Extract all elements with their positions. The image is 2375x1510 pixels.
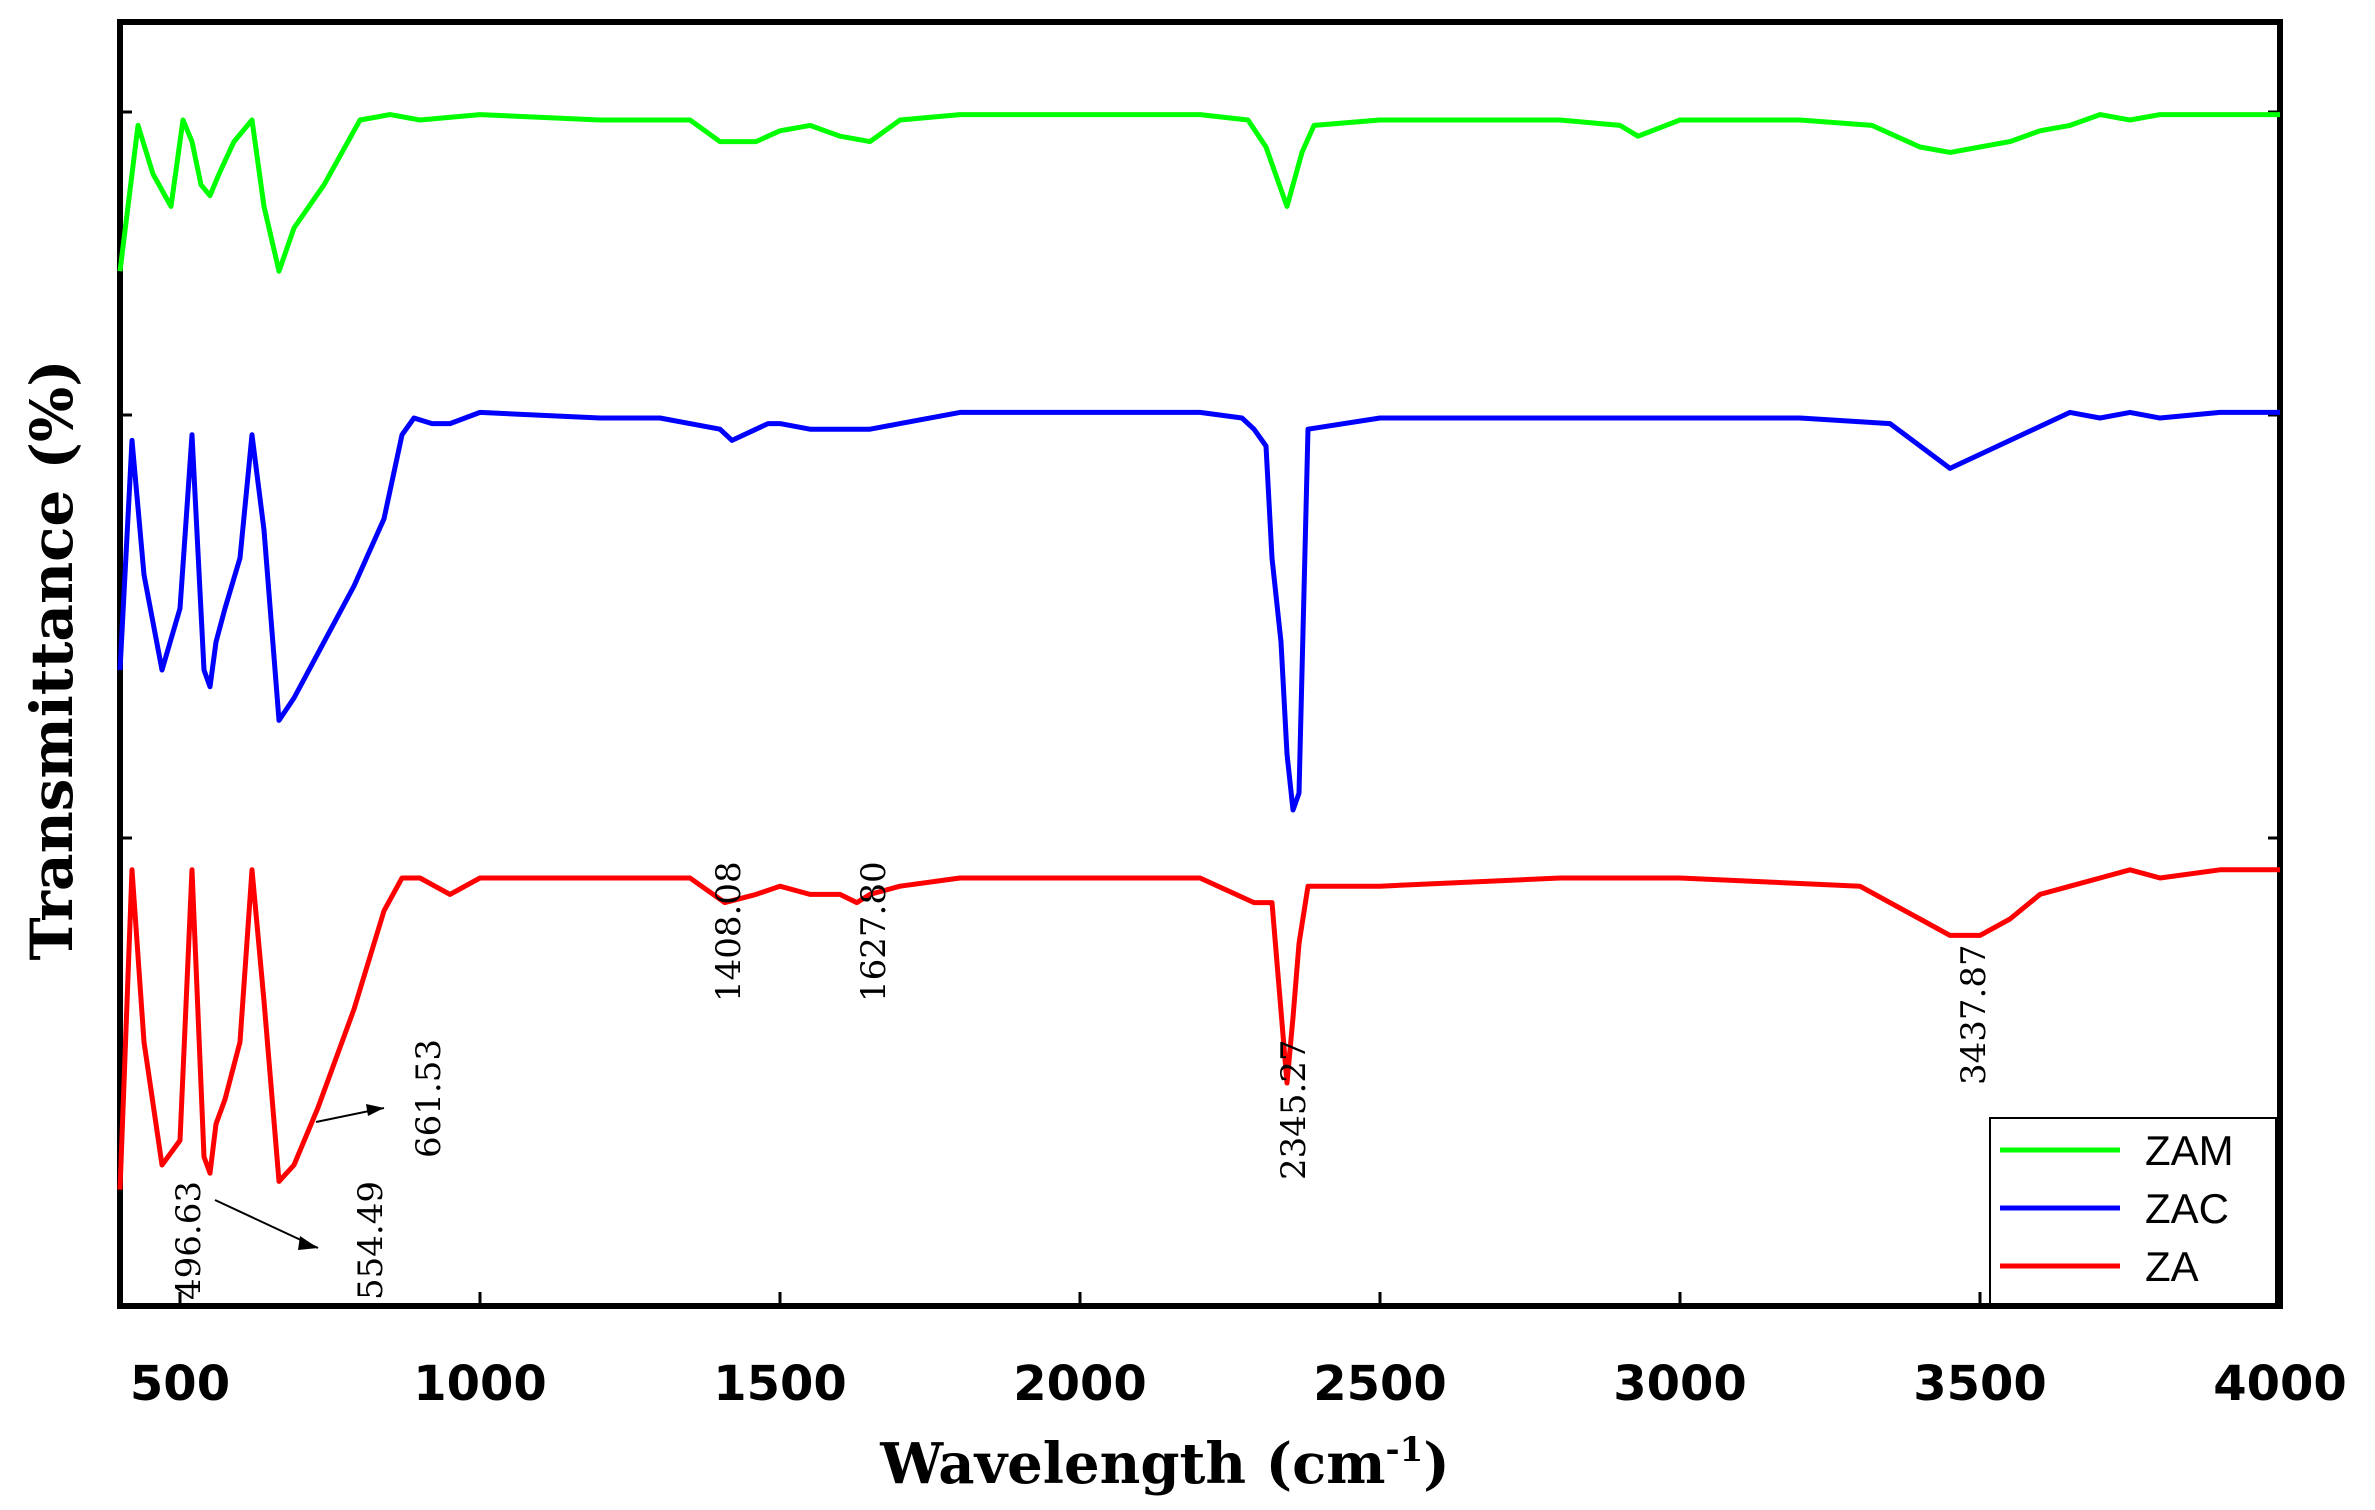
annotation-label: 1408.08	[709, 861, 749, 1002]
x-axis: 500 1000 1500 2000 2500 3000 3500 4000	[130, 1292, 2347, 1412]
panel-separators	[120, 110, 2280, 840]
series-layer	[117, 112, 2280, 1190]
x-tick-label: 1000	[413, 1356, 547, 1412]
x-tick-label: 4000	[2213, 1356, 2347, 1412]
annotation-label: 554.49	[351, 1181, 391, 1300]
series-line-zam	[117, 112, 2280, 274]
x-axis-title-superscript: -1	[1385, 1430, 1423, 1470]
annotation-label: 1627.80	[854, 861, 894, 1002]
annotation-label: 2345.27	[1274, 1039, 1314, 1180]
series-line-za	[117, 867, 2280, 1190]
arrowhead-554	[298, 1236, 318, 1250]
annotation-label: 3437.87	[1954, 944, 1994, 1085]
x-tick-label: 3500	[1913, 1356, 2047, 1412]
legend-label-zac: ZAC	[2145, 1185, 2229, 1232]
annotation-label: 496.63	[169, 1181, 209, 1300]
x-tick-label: 500	[130, 1356, 230, 1412]
x-tick-label: 2000	[1013, 1356, 1147, 1412]
x-axis-title-main: Wavelength (cm	[879, 1431, 1385, 1497]
legend-label-zam: ZAM	[2145, 1127, 2234, 1174]
arrowhead-661	[366, 1104, 384, 1116]
annotation-label: 661.53	[409, 1039, 449, 1158]
legend: ZAM ZAC ZA	[1989, 1117, 2277, 1305]
x-axis-title-suffix: )	[1423, 1431, 1450, 1497]
peak-annotations: 496.63 554.49 661.53 1408.08 1627.80 2345.27 3…	[169, 861, 1994, 1300]
annotation-arrows	[214, 1104, 385, 1250]
series-line-zac	[117, 409, 2280, 813]
x-tick-label: 3000	[1613, 1356, 1747, 1412]
x-tick-label: 1500	[713, 1356, 847, 1412]
x-axis-title: Wavelength (cm-1)	[879, 1430, 1449, 1497]
y-axis-title: Transmittance (%)	[18, 359, 86, 960]
legend-label-za: ZA	[2145, 1243, 2199, 1290]
x-tick-label: 2500	[1313, 1356, 1447, 1412]
